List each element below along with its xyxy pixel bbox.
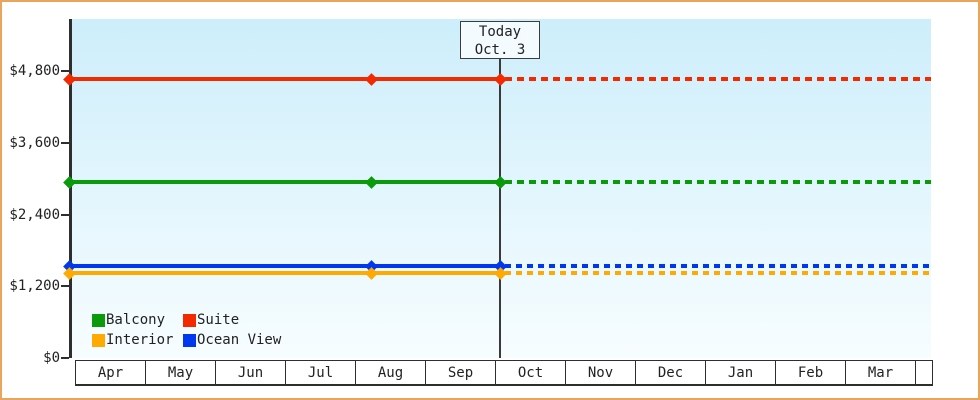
x-axis-month-cell: Jun <box>216 361 286 384</box>
legend-label: Suite <box>197 312 240 328</box>
legend-label: Ocean View <box>197 332 282 348</box>
y-axis-line <box>69 19 72 358</box>
x-axis-month-label: May <box>167 364 194 381</box>
today-date: Oct. 3 <box>474 42 526 58</box>
today-label: Today <box>478 24 522 40</box>
x-axis: Apr May Jun Jul Aug Sep Oct Nov Dec Jan Feb Mar <box>75 360 933 386</box>
x-axis-month-label: Nov <box>587 364 614 381</box>
y-axis-tick-label: $4,800 <box>9 63 60 79</box>
x-axis-month-label: Aug <box>377 364 404 381</box>
x-axis-month-label: Feb <box>797 364 824 381</box>
y-axis-tick <box>61 141 69 144</box>
y-axis-tick <box>61 70 69 72</box>
x-axis-month-cell: May <box>146 361 216 384</box>
x-axis-month-cell: Jul <box>286 361 356 384</box>
y-axis-tick-label: $1,200 <box>9 278 60 295</box>
y-axis-tick <box>61 285 69 288</box>
x-axis-month-cell: Mar <box>846 361 916 384</box>
x-axis-month-label: Sep <box>447 364 474 381</box>
x-axis-month-label: Dec <box>657 364 684 381</box>
series-line-ocean-view-projection <box>505 263 931 268</box>
legend-item-suite: Suite <box>183 312 239 328</box>
series-line-ocean-view <box>69 263 501 268</box>
y-axis-tick-label: $3,600 <box>9 134 60 151</box>
series-line-balcony-projection <box>505 179 931 184</box>
x-axis-month-label: Jun <box>237 364 264 381</box>
series-line-interior-projection <box>505 271 931 276</box>
legend-swatch-icon <box>92 333 105 347</box>
y-axis-tick-label: $2,400 <box>9 206 60 223</box>
legend-swatch-icon <box>183 333 196 347</box>
legend-swatch-icon <box>183 313 196 327</box>
x-axis-month-cell: Dec <box>636 361 706 384</box>
series-line-suite <box>69 77 501 82</box>
x-axis-month-cell: Nov <box>566 361 636 384</box>
legend-label: Balcony <box>106 312 166 328</box>
legend-item-interior: Interior <box>92 332 173 348</box>
plot-area <box>72 19 931 358</box>
today-marker-label: Today Oct. 3 <box>460 21 540 59</box>
today-line <box>499 59 501 358</box>
x-axis-month-cell: Aug <box>356 361 426 384</box>
x-axis-month-cell: Sep <box>426 361 496 384</box>
x-axis-month-label: Jul <box>307 364 334 381</box>
legend-item-ocean-view: Ocean View <box>183 332 281 348</box>
y-axis-tick <box>61 357 69 359</box>
series-line-interior <box>69 271 501 276</box>
legend-swatch-icon <box>92 313 105 327</box>
series-line-balcony <box>69 179 501 184</box>
x-axis-month-label: Jan <box>727 364 754 381</box>
x-axis-month-label: Mar <box>867 364 894 381</box>
y-axis-tick <box>61 213 69 216</box>
x-axis-month-cell: Jan <box>706 361 776 384</box>
x-axis-month-label: Oct <box>517 364 544 381</box>
x-axis-month-cell: Feb <box>776 361 846 384</box>
x-axis-month-cell-partial <box>916 361 932 384</box>
y-axis-tick-label: $0 <box>43 350 60 366</box>
legend-item-balcony: Balcony <box>92 312 165 328</box>
x-axis-month-cell: Apr <box>76 361 146 384</box>
legend-label: Interior <box>106 332 174 348</box>
series-line-suite-projection <box>505 77 931 82</box>
x-axis-month-cell: Oct <box>496 361 566 384</box>
x-axis-month-label: Apr <box>97 364 124 381</box>
